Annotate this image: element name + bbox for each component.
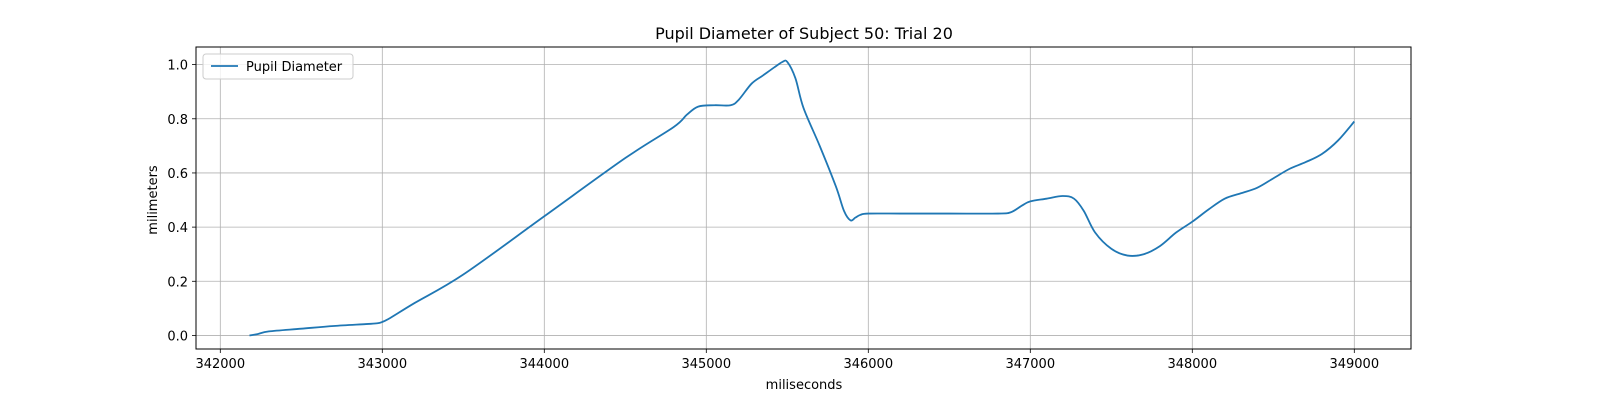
y-tick-label: 0.8 bbox=[167, 113, 188, 128]
y-tick-label: 0.0 bbox=[167, 329, 188, 344]
chart-title: Pupil Diameter of Subject 50: Trial 20 bbox=[655, 24, 953, 43]
plot-frame bbox=[195, 46, 1412, 350]
legend: Pupil Diameter bbox=[202, 53, 354, 80]
y-tick-label: 0.4 bbox=[167, 221, 188, 236]
x-tick-label: 342000 bbox=[195, 357, 245, 372]
x-tick-label: 344000 bbox=[519, 357, 569, 372]
y-axis-label: milimeters bbox=[146, 165, 161, 235]
legend-box bbox=[202, 53, 354, 80]
axis-ticks: 342000 343000 344000 345000 346000 347000 3480… bbox=[167, 59, 1379, 372]
y-tick-label: 1.0 bbox=[167, 59, 188, 74]
x-tick-label: 348000 bbox=[1167, 357, 1217, 372]
x-tick-label: 346000 bbox=[843, 357, 893, 372]
plot-area bbox=[249, 59, 1355, 337]
x-axis-label: miliseconds bbox=[766, 378, 843, 393]
x-tick-label: 343000 bbox=[357, 357, 407, 372]
legend-label: Pupil Diameter bbox=[246, 60, 343, 75]
x-tick-label: 347000 bbox=[1005, 357, 1055, 372]
grid bbox=[196, 47, 1411, 349]
series-line bbox=[249, 59, 1355, 337]
y-tick-label: 0.6 bbox=[167, 167, 188, 182]
x-tick-label: 349000 bbox=[1329, 357, 1379, 372]
x-tick-label: 345000 bbox=[681, 357, 731, 372]
y-tick-label: 0.2 bbox=[167, 275, 188, 290]
